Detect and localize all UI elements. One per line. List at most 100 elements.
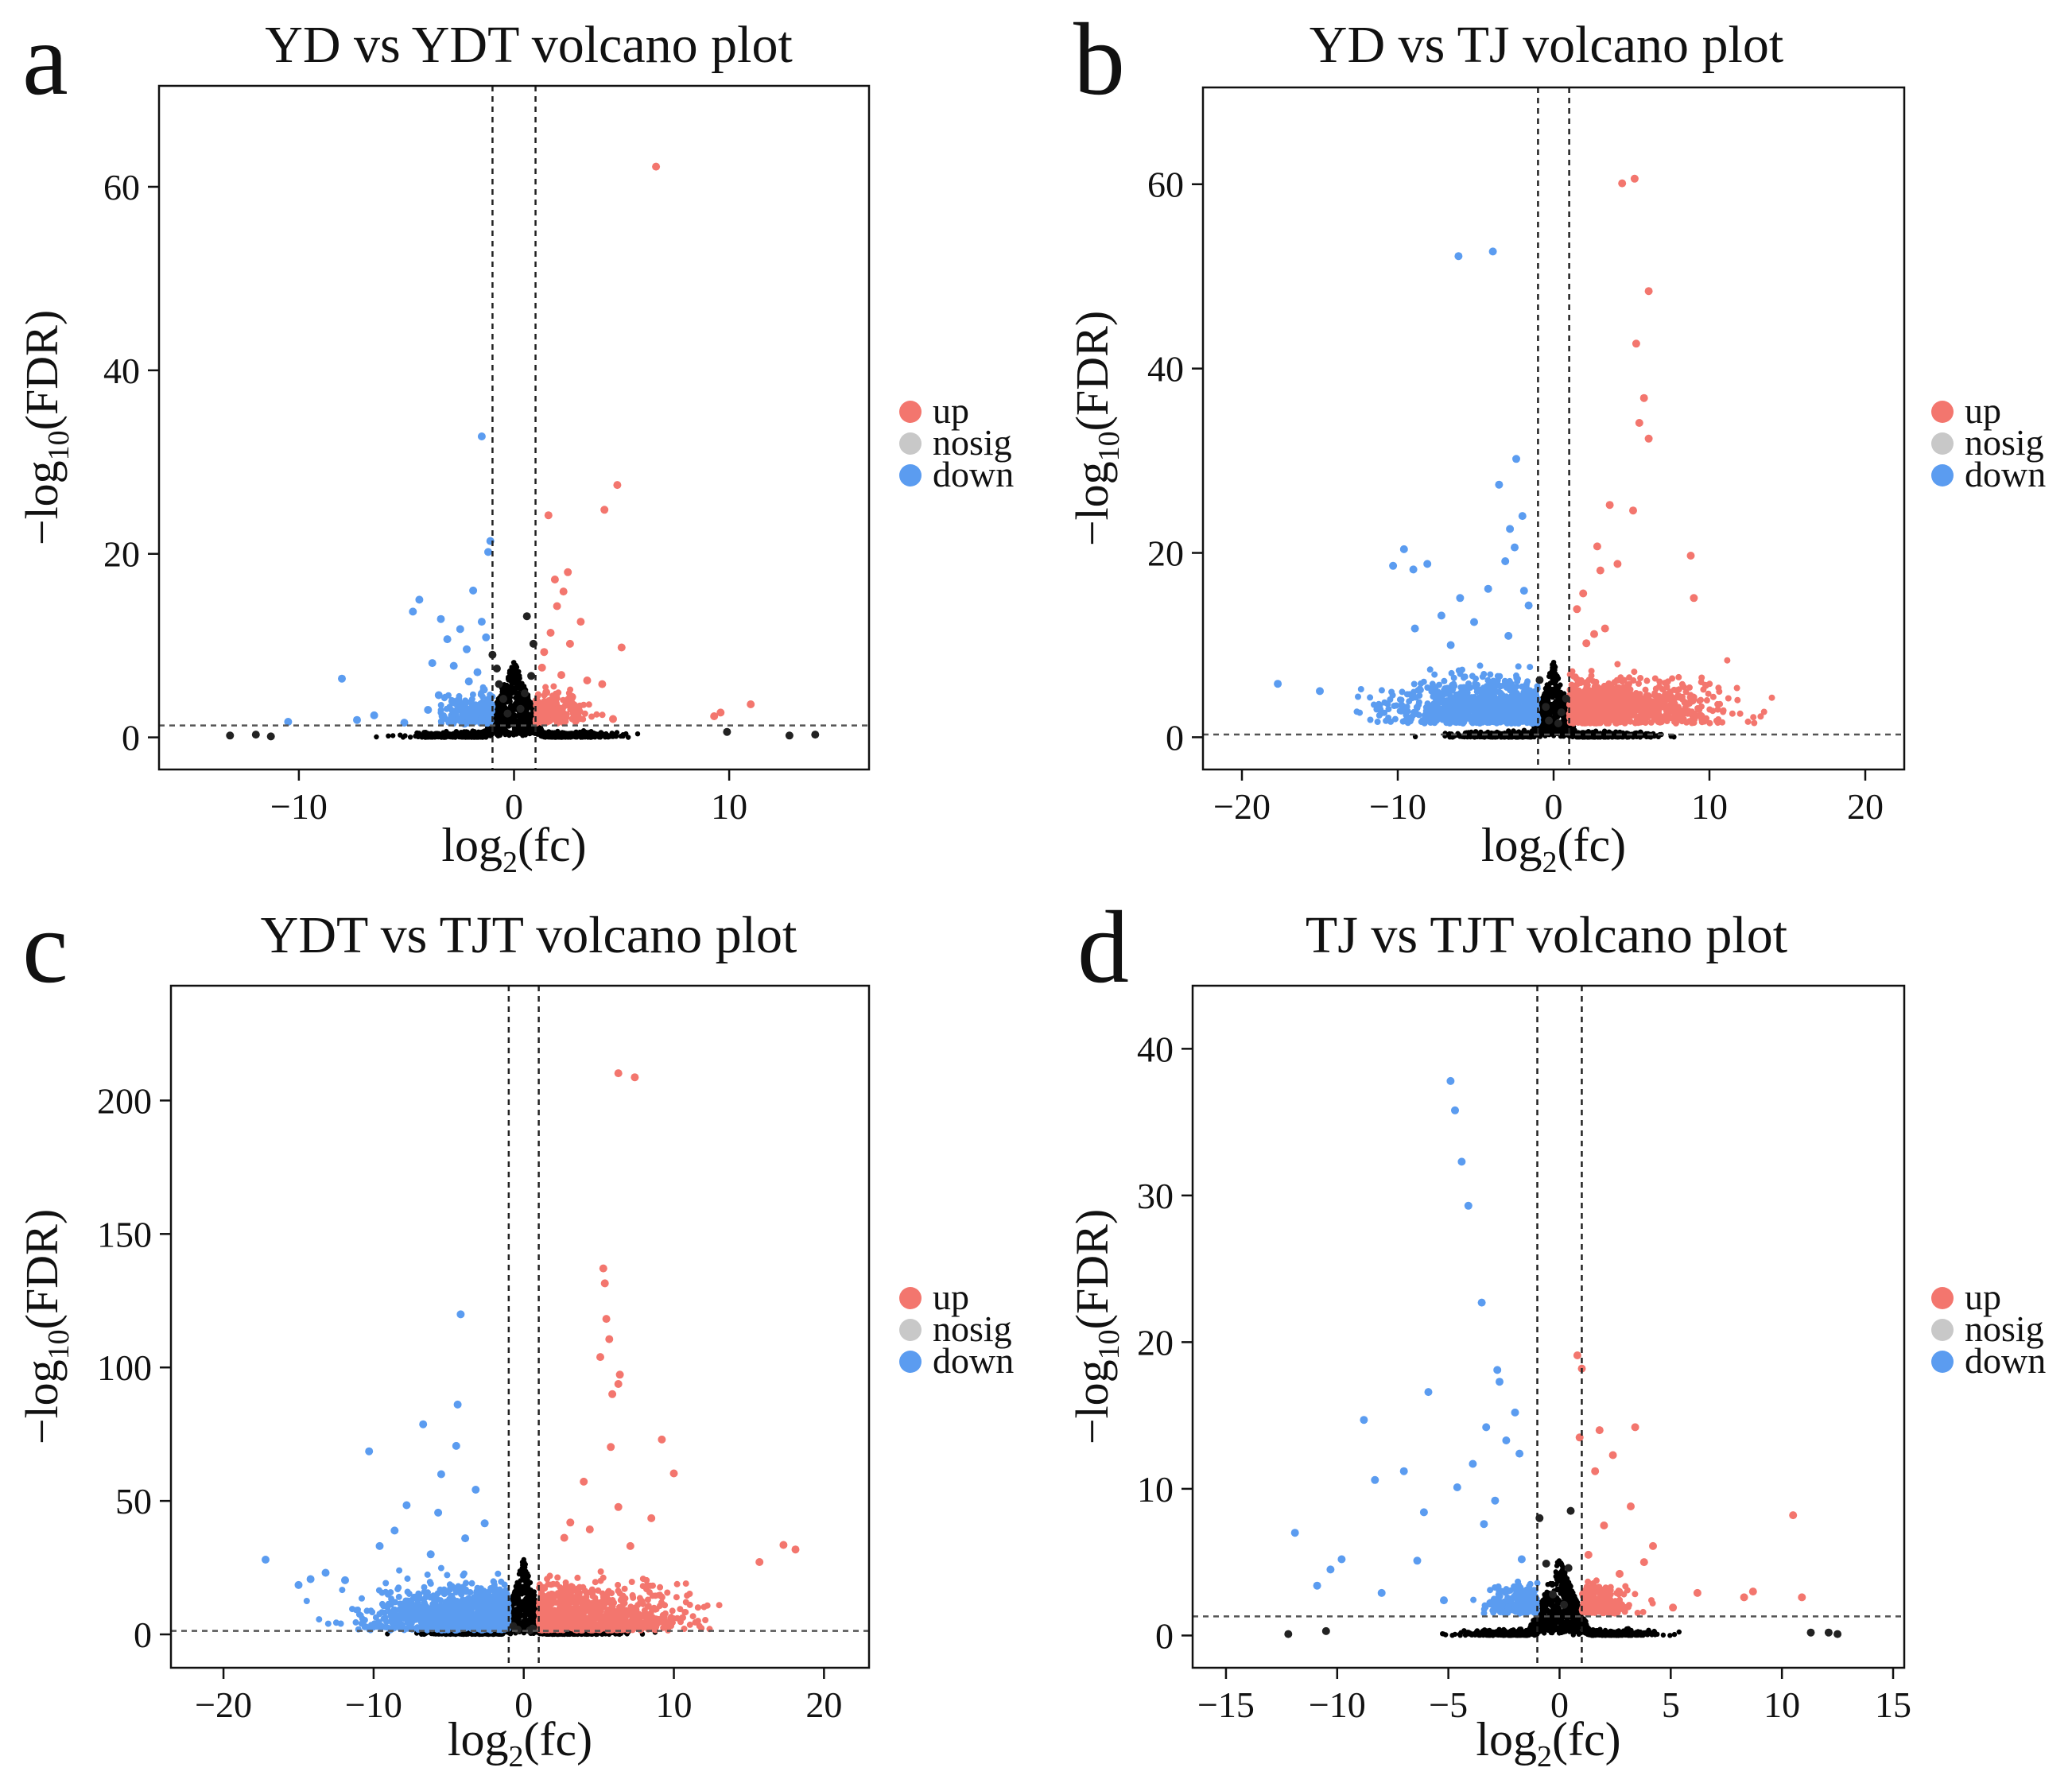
up-point-12 <box>1639 1558 1648 1567</box>
nosig-point-2 <box>1542 1560 1550 1568</box>
down-point-13 <box>1469 1459 1477 1468</box>
nosig-point-8 <box>1833 1630 1842 1638</box>
up-point-8 <box>1627 1502 1635 1510</box>
up-point-17 <box>585 1525 594 1533</box>
down-point-19 <box>1504 631 1513 640</box>
nosig-point-4 <box>495 680 503 688</box>
x-tick-label: −10 <box>1309 1684 1366 1725</box>
up-point-11 <box>540 648 549 657</box>
up-cluster-points <box>1578 1577 1656 1617</box>
nosig-series <box>226 612 820 741</box>
legend-swatch-down <box>899 464 922 486</box>
up-point-20 <box>791 1545 800 1554</box>
down-point-24 <box>1313 1581 1321 1590</box>
up-point-24 <box>536 709 544 718</box>
up-point-7 <box>1789 1511 1798 1520</box>
up-point-2 <box>1644 287 1653 296</box>
y-tick-label: 60 <box>1147 165 1184 205</box>
up-point-3 <box>1632 339 1640 348</box>
down-cluster-path <box>1470 1578 1541 1617</box>
nosig-point-3 <box>1557 708 1566 717</box>
plot-area <box>262 1069 800 1638</box>
nosig-baseline-points <box>385 1556 658 1638</box>
nosig-point-2 <box>514 1626 522 1634</box>
nosig-point-4 <box>1549 1590 1558 1599</box>
down-point-4 <box>409 607 417 616</box>
nosig-point-9 <box>503 709 512 718</box>
down-point-9 <box>471 1486 480 1494</box>
down-point-15 <box>338 674 346 683</box>
down-series <box>284 432 495 728</box>
up-point-11 <box>1584 1550 1593 1559</box>
down-point-14 <box>461 1534 470 1543</box>
plot-area <box>226 162 820 741</box>
up-point-15 <box>1573 605 1581 614</box>
down-point-15 <box>375 1541 384 1550</box>
down-point-0 <box>1454 252 1463 261</box>
up-point-16 <box>566 1518 575 1527</box>
y-tick-label: 20 <box>1147 533 1184 574</box>
down-point-6 <box>469 586 478 595</box>
background-point-cloud <box>1412 660 1677 740</box>
down-point-26 <box>353 715 361 724</box>
legend-label-down: down <box>933 454 1014 494</box>
down-point-14 <box>1456 594 1465 603</box>
up-point-15 <box>647 1514 656 1522</box>
nosig-point-13 <box>226 731 235 740</box>
x-tick-label: −20 <box>1213 786 1271 827</box>
up-point-11 <box>1613 560 1622 568</box>
y-tick-label: 150 <box>97 1214 152 1254</box>
up-point-1 <box>1618 179 1627 188</box>
x-tick-label: −5 <box>1429 1684 1468 1725</box>
down-point-15 <box>1371 1475 1379 1484</box>
down-point-18 <box>294 1580 303 1589</box>
down-point-2 <box>419 1420 428 1428</box>
volcano-panel-b: b YD vs TJ volcano plot −20 −10 0 10 20 0 20 40 60… <box>1066 2 2046 879</box>
legend-swatch-up <box>899 401 922 423</box>
down-point-16 <box>1437 611 1445 620</box>
down-point-9 <box>1360 1416 1368 1425</box>
up-point-6 <box>1591 1467 1600 1475</box>
down-point-1 <box>1451 1106 1459 1114</box>
down-point-4 <box>365 1447 374 1456</box>
down-point-22 <box>424 706 433 714</box>
up-point-15 <box>1748 1587 1757 1596</box>
up-point-5 <box>605 1335 614 1343</box>
up-point-1 <box>631 1073 639 1082</box>
y-tick-label: 20 <box>1137 1322 1174 1363</box>
x-tick-label: −10 <box>1369 786 1426 827</box>
legend-swatch-up <box>1931 1287 1954 1309</box>
nosig-point-0 <box>1535 676 1544 684</box>
up-point-0 <box>1630 174 1639 183</box>
nosig-point-5 <box>527 672 536 680</box>
up-point-26 <box>609 715 617 723</box>
up-cluster-points <box>1566 657 1775 727</box>
down-series <box>262 1310 489 1589</box>
x-tick-label: −20 <box>195 1684 252 1725</box>
x-tick-label: 20 <box>805 1684 842 1725</box>
down-point-17 <box>1410 624 1419 633</box>
up-point-9 <box>1600 1521 1608 1529</box>
down-point-10 <box>402 1501 411 1510</box>
up-point-6 <box>1644 434 1653 443</box>
down-point-18 <box>1419 1508 1428 1517</box>
nosig-point-5 <box>1554 719 1562 727</box>
up-point-21 <box>747 700 755 708</box>
legend-swatch-nosig <box>1931 432 1954 455</box>
x-tick-label: 10 <box>711 786 747 827</box>
down-point-17 <box>479 685 488 694</box>
down-point-23 <box>1413 1556 1422 1565</box>
up-point-16 <box>598 680 607 688</box>
nosig-point-1 <box>492 665 501 673</box>
up-point-0 <box>614 1069 623 1078</box>
up-point-20 <box>574 703 583 711</box>
down-point-0 <box>477 432 486 440</box>
down-point-28 <box>1517 1555 1526 1564</box>
down-point-19 <box>1290 1529 1299 1537</box>
down-point-22 <box>1326 1565 1335 1574</box>
plot-frame <box>1191 984 1906 1669</box>
up-point-5 <box>550 576 559 583</box>
up-cluster-points <box>535 1568 723 1634</box>
